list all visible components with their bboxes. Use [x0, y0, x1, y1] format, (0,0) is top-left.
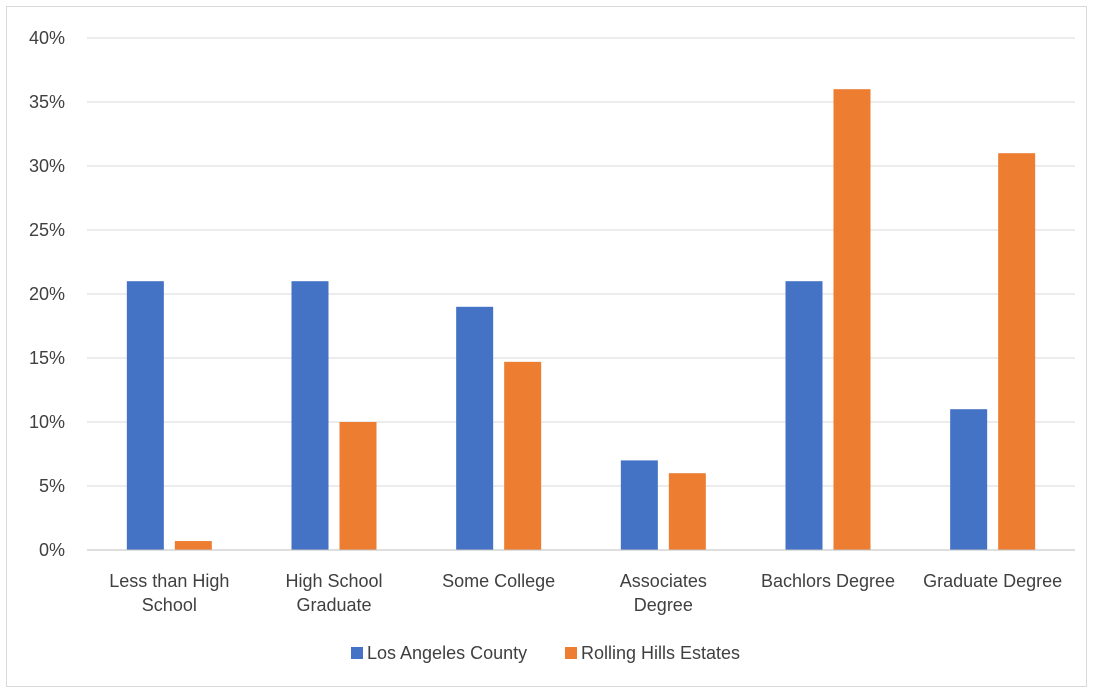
x-category-label: Bachlors Degree [761, 571, 895, 591]
bar-los-angeles-county [456, 307, 493, 550]
x-category-label: Less than High [109, 571, 229, 591]
chart-frame: 0% 5% 10% 15% 20% 25% 30% 35% 40% Less than High… [6, 6, 1087, 687]
bar-los-angeles-county [621, 460, 658, 550]
legend-label: Rolling Hills Estates [581, 643, 740, 663]
bar-los-angeles-county [292, 281, 329, 550]
legend-swatch [351, 647, 363, 659]
y-tick-label: 20% [29, 284, 65, 304]
x-category-label: Graduate Degree [923, 571, 1062, 591]
x-category-label: Associates [620, 571, 707, 591]
x-axis-labels: Less than High School High School Graduate S… [109, 571, 1062, 615]
y-tick-label: 0% [39, 540, 65, 560]
y-tick-label: 10% [29, 412, 65, 432]
y-tick-label: 40% [29, 28, 65, 48]
bar-rolling-hills-estates [340, 422, 377, 550]
y-tick-label: 30% [29, 156, 65, 176]
gridlines [87, 38, 1075, 486]
bar-los-angeles-county [127, 281, 164, 550]
y-axis-ticks: 0% 5% 10% 15% 20% 25% 30% 35% 40% [29, 28, 65, 560]
bar-los-angeles-county [950, 409, 987, 550]
y-tick-label: 15% [29, 348, 65, 368]
y-tick-label: 35% [29, 92, 65, 112]
bar-rolling-hills-estates [175, 541, 212, 550]
x-category-label: Degree [634, 595, 693, 615]
bar-rolling-hills-estates [669, 473, 706, 550]
x-category-label: School [142, 595, 197, 615]
bar-rolling-hills-estates [998, 153, 1035, 550]
x-category-label: High School [285, 571, 382, 591]
bars [127, 89, 1035, 550]
bar-rolling-hills-estates [504, 362, 541, 550]
x-category-label: Graduate [296, 595, 371, 615]
legend-swatch [565, 647, 577, 659]
bar-chart: 0% 5% 10% 15% 20% 25% 30% 35% 40% Less than High… [7, 7, 1088, 688]
y-tick-label: 5% [39, 476, 65, 496]
legend: Los Angeles County Rolling Hills Estates [351, 643, 740, 663]
y-tick-label: 25% [29, 220, 65, 240]
bar-rolling-hills-estates [834, 89, 871, 550]
bar-los-angeles-county [786, 281, 823, 550]
legend-label: Los Angeles County [367, 643, 527, 663]
x-category-label: Some College [442, 571, 555, 591]
